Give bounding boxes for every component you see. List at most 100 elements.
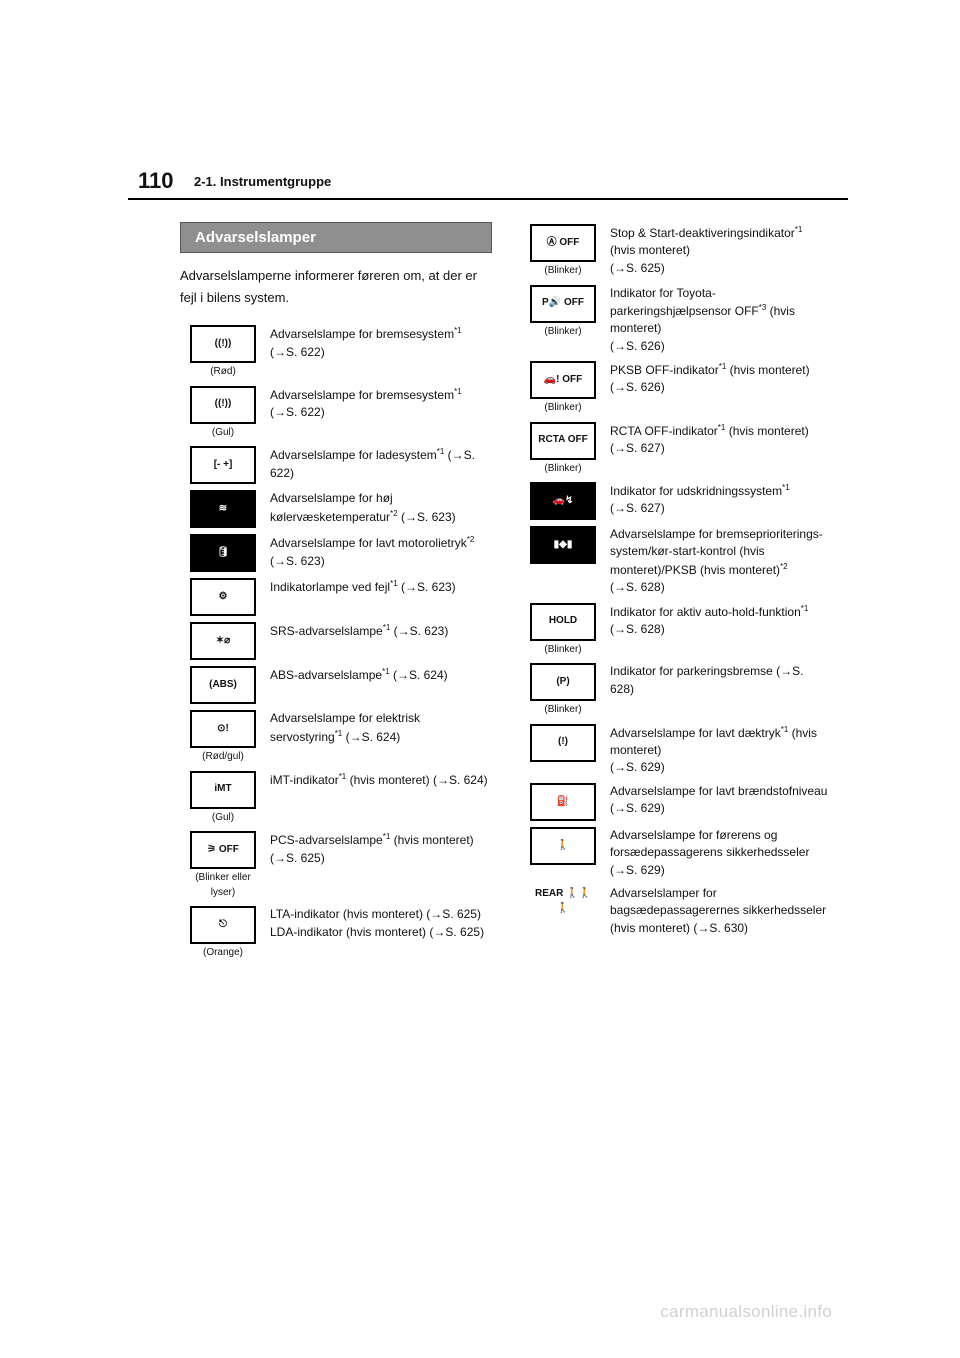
warning-row: ⚞ OFF(Blinker eller lyser)PCS-advarselsl… <box>180 829 492 904</box>
icon-cell: (P)(Blinker) <box>520 661 606 722</box>
description-cell: Advarselslampe for høj kølervæsketempera… <box>266 488 492 532</box>
warning-row: Ⓐ OFF(Blinker)Stop & Start-deaktiverings… <box>520 222 832 283</box>
description-cell: PKSB OFF-indikator*1 (hvis monteret)(→S.… <box>606 359 832 420</box>
description-cell: iMT-indikator*1 (hvis monteret) (→S. 624… <box>266 769 492 830</box>
description-cell: Advarselslampe for lavt brændstofniveau(… <box>606 781 832 825</box>
warning-icon: ▮◆▮ <box>530 526 596 564</box>
icon-cell: iMT(Gul) <box>180 769 266 830</box>
warning-icon: 🚗! OFF <box>530 361 596 399</box>
manual-page: 110 2-1. Instrumentgruppe Advarselslampe… <box>0 0 960 1358</box>
page-ref: (→S. 623) <box>401 510 456 524</box>
footnote-ref: *1 <box>339 772 347 781</box>
warning-icon: RCTA OFF <box>530 422 596 460</box>
warning-icon: (ABS) <box>190 666 256 704</box>
section-heading: Advarselslamper <box>180 222 492 253</box>
description-cell: Advarselslampe for bremsesystem*1 (→S. 6… <box>266 323 492 384</box>
icon-cell: 🚶 <box>520 825 606 883</box>
description-text: SRS-advarselslampe <box>270 624 383 638</box>
description-text: Advarselslampe for bremsesystem <box>270 388 454 402</box>
description-cell: Advarselslampe for bremseprioriterings-s… <box>606 524 832 601</box>
footnote-ref: *1 <box>335 729 343 738</box>
icon-cell: HOLD (Blinker) <box>520 601 606 662</box>
description-cell: Advarselslampe for ladesystem*1 (→S. 622… <box>266 444 492 488</box>
warning-row: ≋ Advarselslampe for høj kølervæsketemper… <box>180 488 492 532</box>
warning-row: (ABS) ABS-advarselslampe*1 (→S. 624) <box>180 664 492 708</box>
icon-sublabel: (Gul) <box>184 426 262 441</box>
warning-icon: P🔊 OFF <box>530 285 596 323</box>
warning-row: (!) Advarselslampe for lavt dæktryk*1 (hv… <box>520 722 832 781</box>
description-text: Advarselslampe for lavt dæktryk <box>610 726 781 740</box>
warning-row: 🛢 Advarselslampe for lavt motorolietryk*2… <box>180 532 492 576</box>
footnote-ref: *1 <box>437 447 445 456</box>
warning-row: ⎋(Orange)LTA-indikator (hvis monteret) (… <box>180 904 492 965</box>
warning-icon: [- +] <box>190 446 256 484</box>
description-cell: Indikator for parkeringsbremse (→S. 628) <box>606 661 832 722</box>
description-text: Advarselslampe for førerens og forsædepa… <box>610 828 809 877</box>
icon-cell: [- +] <box>180 444 266 488</box>
description-cell: Advarselslampe for lavt dæktryk*1 (hvis … <box>606 722 832 781</box>
description-cell: SRS-advarselslampe*1 (→S. 623) <box>266 620 492 664</box>
warning-icon: ≋ <box>190 490 256 528</box>
warning-icon: 🛢 <box>190 534 256 572</box>
description-text: PKSB OFF-indikator <box>610 363 719 377</box>
icon-cell: Ⓐ OFF(Blinker) <box>520 222 606 283</box>
warning-icon: ⊙! <box>190 710 256 748</box>
description-cell: Indikator for aktiv auto-hold-funktion*1… <box>606 601 832 662</box>
footnote-ref: *2 <box>467 535 475 544</box>
page-ref: (hvis monteret) (→S. 624) <box>350 773 488 787</box>
icon-cell: ≋ <box>180 488 266 532</box>
warning-icon: ⚞ OFF <box>190 831 256 869</box>
footnote-ref: *3 <box>759 303 767 312</box>
warning-row: ⊙!(Rød/gul)Advarselslampe for elektrisk … <box>180 708 492 769</box>
warning-table-right: Ⓐ OFF(Blinker)Stop & Start-deaktiverings… <box>520 222 832 941</box>
warning-icon: ⎋ <box>190 906 256 944</box>
description-cell: Advarselslampe for førerens og forsædepa… <box>606 825 832 883</box>
warning-row: [- +] Advarselslampe for ladesystem*1 (→S… <box>180 444 492 488</box>
icon-cell: 🚗! OFF(Blinker) <box>520 359 606 420</box>
description-cell: PCS-advarselslampe*1 (hvis monteret) (→S… <box>266 829 492 904</box>
warning-icon: 🚶 <box>530 827 596 865</box>
icon-cell: ⚞ OFF(Blinker eller lyser) <box>180 829 266 904</box>
icon-sublabel: (Rød/gul) <box>184 750 262 765</box>
description-text: Advarselslampe for lavt motorolietryk <box>270 536 467 550</box>
warning-row: HOLD (Blinker) Indikator for aktiv auto-ho… <box>520 601 832 662</box>
icon-sublabel: (Gul) <box>184 811 262 826</box>
page-ref: (→S. 623) <box>401 580 456 594</box>
icon-sublabel: (Blinker) <box>524 325 602 340</box>
page-number: 110 <box>138 168 174 194</box>
page-ref: (→S. 622) <box>270 345 325 359</box>
description-text: Advarselslamper for bagsædepassagerernes… <box>610 886 826 935</box>
icon-cell: ⚙ <box>180 576 266 620</box>
warning-icon: REAR 🚶🚶🚶 <box>532 885 594 919</box>
description-text: Advarselslampe for ladesystem <box>270 448 437 462</box>
page-ref: (→S. 624) <box>346 730 401 744</box>
description-text: iMT-indikator <box>270 773 339 787</box>
icon-cell: (ABS) <box>180 664 266 708</box>
footnote-ref: *2 <box>390 509 398 518</box>
warning-row: 🚗! OFF(Blinker)PKSB OFF-indikator*1 (hvi… <box>520 359 832 420</box>
page-ref: (hvis monteret)(→S. 625) <box>610 243 690 274</box>
description-cell: Advarselslampe for bremsesystem*1 (→S. 6… <box>266 384 492 445</box>
description-cell: ABS-advarselslampe*1 (→S. 624) <box>266 664 492 708</box>
icon-cell: REAR 🚶🚶🚶 <box>520 883 606 941</box>
warning-row: ▮◆▮ Advarselslampe for bremseprioritering… <box>520 524 832 601</box>
icon-cell: ✶⌀ <box>180 620 266 664</box>
warning-row: RCTA OFF(Blinker)RCTA OFF-indikator*1 (h… <box>520 420 832 481</box>
page-ref: (→S. 628) <box>610 622 665 636</box>
header-rule <box>128 198 848 200</box>
icon-sublabel: (Blinker eller lyser) <box>184 871 262 900</box>
icon-sublabel: (Orange) <box>184 946 262 961</box>
description-cell: Indikator for Toyota-parkeringshjælpsens… <box>606 283 832 360</box>
icon-cell: ⊙! (Rød/gul) <box>180 708 266 769</box>
icon-cell: RCTA OFF(Blinker) <box>520 420 606 481</box>
page-ref: (→S. 623) <box>394 624 449 638</box>
warning-icon: Ⓐ OFF <box>530 224 596 262</box>
warning-icon: HOLD <box>530 603 596 641</box>
warning-row: P🔊 OFF (Blinker) Indikator for Toyota-park… <box>520 283 832 360</box>
footnote-ref: *1 <box>383 623 391 632</box>
icon-cell: P🔊 OFF (Blinker) <box>520 283 606 360</box>
footnote-ref: *1 <box>795 225 803 234</box>
icon-sublabel: (Blinker) <box>524 643 602 658</box>
warning-icon: (!) <box>530 724 596 762</box>
icon-cell: ⎋ (Orange) <box>180 904 266 965</box>
